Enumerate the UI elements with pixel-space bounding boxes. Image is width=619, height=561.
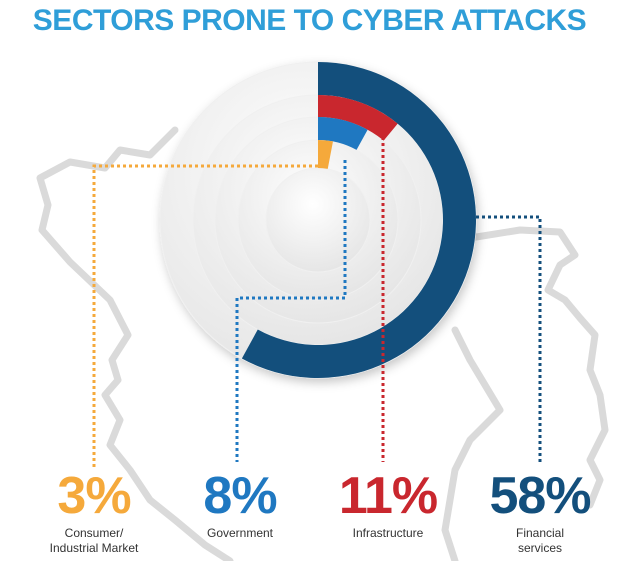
- stat-government: 8% Government: [185, 468, 295, 541]
- arc-consumer-industrial: [318, 140, 333, 169]
- stat-label-government: Government: [206, 526, 274, 540]
- leader-lines: [92, 125, 542, 470]
- arc-financial-services: [241, 62, 476, 378]
- stat-value-consumer: 3%: [57, 467, 131, 525]
- stat-label-financial: Financial services: [515, 526, 565, 555]
- stat-value-government: 8%: [203, 467, 277, 525]
- stat-label-infrastructure: Infrastructure: [352, 526, 424, 540]
- stat-consumer-industrial: 3% Consumer/ Industrial Market: [40, 468, 148, 556]
- stat-value-infrastructure: 11%: [338, 467, 438, 525]
- leader-line-consumer: [92, 164, 318, 470]
- map-outline-south: [441, 326, 504, 561]
- chart-title: SECTORS PRONE TO CYBER ATTACKS: [32, 4, 587, 37]
- arc-government: [318, 117, 368, 150]
- value-arcs: [241, 62, 476, 378]
- map-outline-west: [36, 126, 234, 561]
- leader-line-government: [235, 160, 347, 462]
- stat-label-consumer-text: Consumer/ Industrial Market: [49, 526, 139, 555]
- stat-financial-services: 58% Financial services: [470, 468, 610, 556]
- stat-value-financial: 58%: [489, 467, 591, 525]
- stat-label-consumer: Consumer/ Industrial Market: [40, 526, 148, 556]
- arc-infrastructure: [318, 95, 398, 141]
- stat-infrastructure: 11% Infrastructure: [330, 468, 446, 541]
